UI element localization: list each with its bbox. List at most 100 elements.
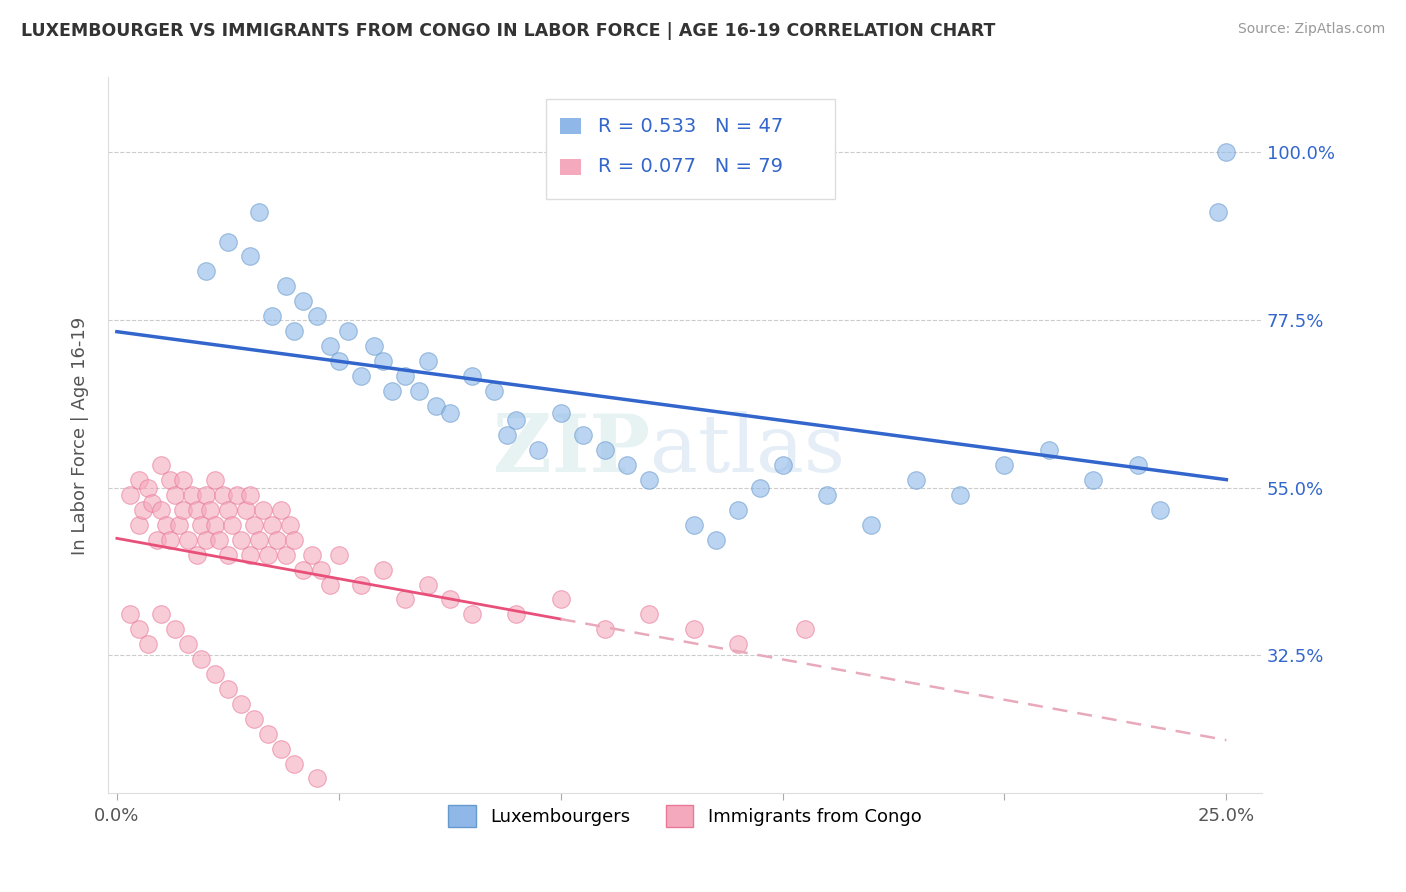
Point bbox=[217, 503, 239, 517]
Point bbox=[225, 488, 247, 502]
Point bbox=[593, 622, 616, 636]
Point bbox=[204, 473, 226, 487]
Point bbox=[993, 458, 1015, 473]
Point bbox=[239, 488, 262, 502]
Point bbox=[394, 592, 416, 607]
Point bbox=[274, 279, 297, 293]
Point bbox=[439, 592, 461, 607]
Point bbox=[283, 324, 305, 338]
Point bbox=[150, 458, 173, 473]
Point bbox=[252, 503, 274, 517]
Point bbox=[270, 503, 292, 517]
Point bbox=[949, 488, 972, 502]
Point bbox=[194, 533, 217, 547]
Point bbox=[425, 399, 447, 413]
Text: atlas: atlas bbox=[651, 410, 845, 489]
Point bbox=[208, 533, 231, 547]
Point bbox=[505, 413, 527, 427]
Point bbox=[247, 533, 270, 547]
Text: ZIP: ZIP bbox=[494, 410, 651, 489]
Point bbox=[381, 384, 404, 398]
FancyBboxPatch shape bbox=[547, 99, 835, 199]
Point bbox=[638, 607, 661, 622]
Point bbox=[309, 563, 332, 577]
Point bbox=[186, 548, 208, 562]
Point bbox=[231, 697, 253, 711]
Point bbox=[1206, 204, 1229, 219]
Point bbox=[461, 368, 484, 383]
Point bbox=[373, 354, 395, 368]
Point bbox=[190, 652, 212, 666]
Point bbox=[128, 473, 150, 487]
Point bbox=[172, 503, 194, 517]
Point bbox=[204, 667, 226, 681]
Point bbox=[235, 503, 257, 517]
Point bbox=[128, 622, 150, 636]
Point bbox=[301, 548, 323, 562]
Point bbox=[550, 406, 572, 420]
Text: R = 0.533   N = 47: R = 0.533 N = 47 bbox=[599, 117, 783, 136]
Point bbox=[262, 309, 284, 323]
Point bbox=[1149, 503, 1171, 517]
Point bbox=[616, 458, 638, 473]
Point bbox=[262, 517, 284, 532]
Point bbox=[150, 503, 173, 517]
Point bbox=[136, 637, 159, 651]
Point bbox=[593, 443, 616, 458]
Point bbox=[283, 756, 305, 771]
Text: Source: ZipAtlas.com: Source: ZipAtlas.com bbox=[1237, 22, 1385, 37]
Point bbox=[482, 384, 505, 398]
Point bbox=[150, 607, 173, 622]
Text: LUXEMBOURGER VS IMMIGRANTS FROM CONGO IN LABOR FORCE | AGE 16-19 CORRELATION CHA: LUXEMBOURGER VS IMMIGRANTS FROM CONGO IN… bbox=[21, 22, 995, 40]
Y-axis label: In Labor Force | Age 16-19: In Labor Force | Age 16-19 bbox=[72, 317, 89, 555]
Point bbox=[172, 473, 194, 487]
Point bbox=[336, 324, 359, 338]
Point bbox=[638, 473, 661, 487]
Point bbox=[181, 488, 204, 502]
Point bbox=[860, 517, 883, 532]
Point bbox=[278, 517, 301, 532]
FancyBboxPatch shape bbox=[561, 119, 581, 134]
Point bbox=[163, 488, 186, 502]
Point bbox=[159, 473, 181, 487]
Legend: Luxembourgers, Immigrants from Congo: Luxembourgers, Immigrants from Congo bbox=[441, 798, 929, 834]
Point bbox=[132, 503, 155, 517]
Point bbox=[1126, 458, 1149, 473]
Point bbox=[727, 637, 749, 651]
Point bbox=[704, 533, 727, 547]
Point bbox=[231, 533, 253, 547]
Point bbox=[221, 517, 243, 532]
Point bbox=[363, 339, 385, 353]
Point bbox=[120, 488, 142, 502]
Point bbox=[198, 503, 221, 517]
Point bbox=[305, 772, 328, 786]
Point bbox=[319, 339, 342, 353]
Point bbox=[128, 517, 150, 532]
Point bbox=[496, 428, 519, 442]
Point bbox=[155, 517, 177, 532]
Point bbox=[505, 607, 527, 622]
Point bbox=[186, 503, 208, 517]
Point bbox=[815, 488, 838, 502]
Point bbox=[212, 488, 235, 502]
Point bbox=[416, 577, 439, 591]
Point bbox=[141, 495, 163, 509]
Point bbox=[749, 481, 772, 495]
Point bbox=[1215, 145, 1237, 159]
Point bbox=[772, 458, 794, 473]
Point bbox=[527, 443, 550, 458]
Point bbox=[136, 481, 159, 495]
Point bbox=[373, 563, 395, 577]
Point bbox=[194, 488, 217, 502]
Point bbox=[572, 428, 595, 442]
Point bbox=[217, 681, 239, 696]
Point bbox=[1083, 473, 1105, 487]
Point bbox=[266, 533, 288, 547]
Point bbox=[305, 309, 328, 323]
Point bbox=[247, 204, 270, 219]
Point bbox=[319, 577, 342, 591]
Point bbox=[292, 563, 315, 577]
Point bbox=[350, 577, 373, 591]
Point bbox=[190, 517, 212, 532]
Point bbox=[177, 533, 200, 547]
